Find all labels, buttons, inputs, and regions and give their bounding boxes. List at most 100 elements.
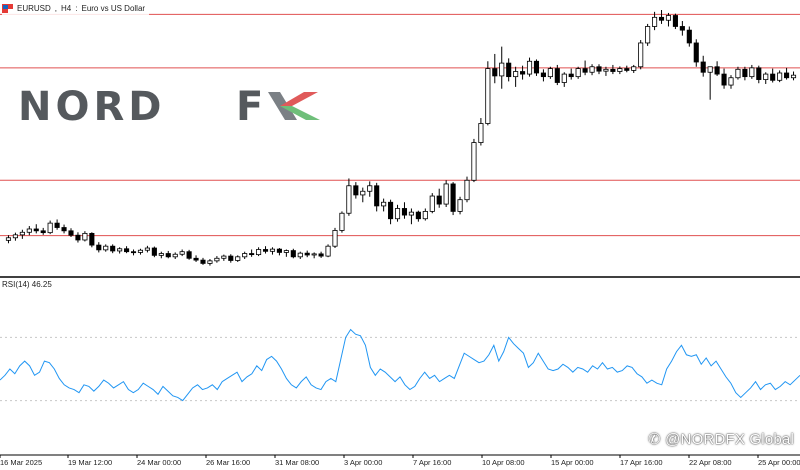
candle — [353, 182, 359, 199]
time-tick-label: 22 Apr 08:00 — [689, 458, 732, 467]
candle — [262, 246, 269, 254]
time-tick-label: 3 Apr 00:00 — [344, 458, 382, 467]
candle-body — [68, 230, 74, 236]
candle — [742, 66, 748, 81]
candle — [526, 57, 533, 77]
candle — [506, 58, 512, 82]
candle — [332, 227, 338, 249]
candle-body — [665, 15, 672, 21]
candle — [707, 66, 713, 100]
candle-body — [436, 195, 442, 205]
candle-body — [693, 42, 699, 63]
time-tick-label: 31 Mar 08:00 — [275, 458, 319, 467]
candle — [61, 224, 67, 234]
candle — [790, 71, 797, 81]
candle-body — [249, 253, 255, 256]
candle — [40, 227, 46, 235]
candle — [763, 72, 769, 84]
time-tick-label: 15 Apr 00:00 — [551, 458, 594, 467]
candle — [311, 252, 317, 259]
candle — [367, 181, 373, 197]
candle — [360, 187, 366, 203]
candle — [784, 67, 790, 80]
candle-body — [325, 245, 331, 257]
candle-body — [471, 142, 477, 181]
flag-icon — [2, 3, 13, 13]
candle-body — [19, 231, 25, 236]
candle — [693, 39, 699, 67]
candle — [235, 255, 241, 262]
candle-body — [394, 208, 401, 220]
candle-body — [610, 68, 616, 72]
candle — [575, 66, 581, 79]
candle-body — [360, 190, 366, 196]
candle-body — [297, 252, 303, 258]
candle — [450, 182, 456, 216]
candle — [665, 12, 672, 27]
candle-body — [520, 71, 526, 75]
candle-body — [568, 73, 574, 78]
candle — [749, 64, 755, 79]
candle-body — [304, 252, 310, 256]
candle-body — [742, 68, 748, 78]
symbol-label: EURUSD — [17, 3, 51, 13]
candle — [89, 232, 95, 248]
candle — [297, 251, 303, 260]
candle — [617, 66, 623, 75]
candle — [214, 256, 220, 263]
candle-body — [485, 68, 491, 124]
candle — [540, 69, 546, 82]
candle — [770, 68, 776, 83]
candle — [179, 249, 185, 257]
candle-body — [749, 67, 755, 78]
time-tick-label: 17 Apr 16:00 — [620, 458, 663, 467]
candle-body — [603, 68, 609, 72]
candle — [728, 75, 734, 89]
candle — [554, 64, 560, 86]
candle — [756, 65, 762, 84]
candle-body — [547, 68, 553, 78]
candle-body — [103, 245, 109, 251]
candle-body — [186, 251, 192, 259]
horizontal-levels — [0, 13, 800, 237]
candle — [443, 180, 449, 208]
candle — [429, 193, 435, 214]
candle — [401, 202, 408, 219]
candle — [117, 247, 123, 254]
time-tick-label: 16 Mar 2025 — [0, 458, 42, 467]
candle — [186, 249, 192, 260]
candle — [589, 64, 595, 76]
candle — [54, 219, 60, 230]
candle-body — [318, 253, 324, 257]
candle-body — [464, 179, 470, 201]
candle — [582, 60, 588, 76]
candle — [596, 64, 602, 75]
candle-body — [631, 66, 637, 71]
candle-body — [269, 248, 276, 252]
candle — [290, 248, 296, 259]
candle-body — [429, 195, 435, 212]
rsi-indicator-label: RSI(14) 46.25 — [2, 280, 52, 289]
candle-body — [124, 248, 130, 253]
candle-body — [645, 26, 651, 44]
candle-body — [763, 73, 769, 80]
candle — [499, 46, 505, 89]
candle — [249, 249, 255, 257]
candle-body — [401, 208, 408, 216]
candle — [547, 66, 553, 79]
candle-body — [130, 251, 137, 254]
candle-body — [165, 253, 171, 258]
candle-body — [61, 227, 67, 232]
logo-x-mark — [268, 92, 320, 120]
candle-body — [193, 257, 199, 261]
candle-body — [422, 211, 428, 220]
candle — [652, 11, 658, 31]
candle — [172, 252, 178, 260]
chat-bubble-icon: ✆ — [647, 431, 661, 448]
rsi-levels — [0, 336, 800, 402]
candle-body — [388, 201, 394, 220]
candle-body — [367, 185, 373, 192]
candle — [110, 244, 116, 254]
candle — [96, 242, 102, 253]
candle — [533, 59, 540, 76]
